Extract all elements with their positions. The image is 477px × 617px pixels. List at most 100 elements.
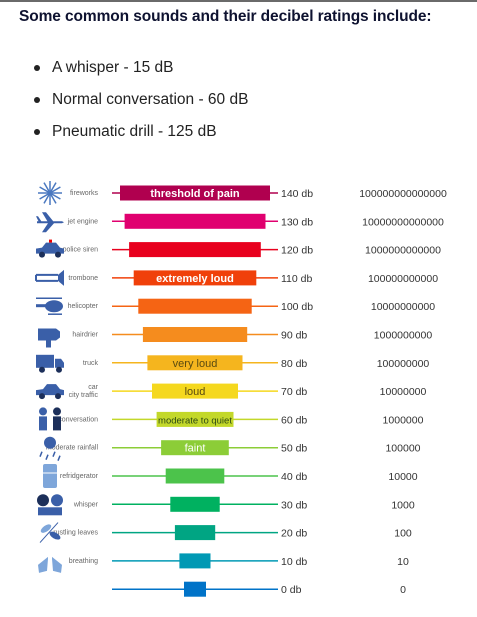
- category-label: moderate rainfall: [46, 445, 99, 452]
- intensity-value: 1000000000000: [365, 245, 441, 257]
- category-label: hairdrier: [72, 332, 98, 339]
- chart-row: refridgerator 40 db 10000: [60, 468, 418, 484]
- band-label: threshold of pain: [150, 188, 240, 200]
- db-label: 10 db: [281, 556, 307, 568]
- bar: [174, 525, 216, 541]
- bullet-list: A whisper - 15 dB Normal conversation - …: [34, 58, 248, 154]
- chart-row: truck very loud 80 db 100000000: [83, 355, 430, 371]
- chart-row: conversation moderate to quiet 60 db 100000…: [58, 411, 424, 427]
- band-label: extremely loud: [156, 273, 234, 285]
- intensity-value: 100000000: [377, 358, 430, 370]
- band-label: faint: [185, 443, 206, 455]
- list-item: Pneumatic drill - 125 dB: [34, 122, 248, 154]
- top-divider: [0, 0, 477, 2]
- db-label: 140 db: [281, 188, 313, 200]
- bullet-dot-icon: [34, 129, 40, 135]
- bar: [161, 440, 229, 456]
- trombone-icon: [35, 269, 64, 286]
- category-label: police siren: [63, 247, 99, 254]
- car-icon: [36, 384, 64, 400]
- band-label: very loud: [173, 358, 218, 370]
- chart-row: car city traffic loud 70 db 10000000: [69, 383, 427, 399]
- list-item: A whisper - 15 dB: [34, 58, 248, 90]
- decibel-chart: fireworks threshold of pain 140 db 10000000…: [35, 181, 447, 597]
- category-label: car city traffic: [69, 384, 99, 399]
- category-label: helicopter: [68, 303, 99, 310]
- chart-row: moderate rainfall faint 50 db 100000: [46, 440, 421, 456]
- intensity-value: 10000000000: [371, 301, 435, 313]
- chart-row: whisper 30 db 1000: [73, 496, 415, 512]
- category-label: trombone: [68, 275, 98, 282]
- chart-row: rustling leaves 20 db 100: [53, 525, 412, 541]
- chart-row: trombone extremely loud 110 db 100000000000: [68, 270, 438, 286]
- db-label: 0 db: [281, 584, 302, 596]
- db-label: 20 db: [281, 528, 307, 540]
- db-label: 90 db: [281, 330, 307, 342]
- intensity-value: 100000000000000: [359, 188, 447, 200]
- intensity-value: 1000000: [383, 414, 424, 426]
- intensity-value: 10: [397, 556, 409, 568]
- bar: [179, 553, 211, 569]
- chart-row: 0 db 0: [112, 581, 406, 597]
- db-label: 50 db: [281, 443, 307, 455]
- chart-row: helicopter 100 db 10000000000: [68, 298, 435, 314]
- db-label: 80 db: [281, 358, 307, 370]
- truck-icon: [36, 354, 64, 373]
- category-label: rustling leaves: [53, 530, 98, 537]
- db-label: 40 db: [281, 471, 307, 483]
- rainfall-icon: [39, 436, 61, 461]
- bar: [184, 581, 206, 597]
- intensity-value: 1000: [391, 499, 415, 511]
- page-heading: Some common sounds and their decibel rat…: [19, 8, 432, 25]
- fireworks-icon: [38, 181, 62, 205]
- db-label: 100 db: [281, 301, 313, 313]
- list-item: Normal conversation - 60 dB: [34, 90, 248, 122]
- bar: [133, 270, 257, 286]
- whisper-icon: [37, 494, 63, 516]
- db-label: 60 db: [281, 414, 307, 426]
- bar: [129, 242, 261, 258]
- bullet-dot-icon: [34, 65, 40, 71]
- chart-row: fireworks threshold of pain 140 db 10000000…: [70, 185, 447, 201]
- intensity-value: 100: [394, 528, 412, 540]
- category-label: fireworks: [70, 190, 99, 197]
- category-label: whisper: [73, 501, 99, 508]
- band-label: moderate to quiet: [158, 415, 232, 426]
- category-label: conversation: [58, 416, 98, 423]
- intensity-value: 100000000000: [368, 273, 438, 285]
- bar: [156, 411, 234, 427]
- chart-row: police siren 120 db 1000000000000: [63, 242, 441, 258]
- db-label: 110 db: [281, 273, 312, 285]
- db-label: 130 db: [281, 216, 313, 228]
- category-label: breathing: [69, 558, 98, 565]
- jet-icon: [36, 212, 64, 233]
- intensity-value: 10000000: [380, 386, 427, 398]
- leaves-icon: [39, 522, 61, 543]
- bar: [170, 496, 220, 512]
- db-label: 120 db: [281, 245, 313, 257]
- fridge-icon: [43, 464, 57, 488]
- intensity-value: 10000: [388, 471, 417, 483]
- chart-row: breathing 10 db 10: [69, 553, 409, 569]
- lungs-icon: [38, 550, 62, 573]
- bar: [138, 298, 252, 314]
- conversation-icon: [39, 407, 61, 431]
- category-label: jet engine: [67, 218, 98, 225]
- bar: [147, 355, 243, 371]
- intensity-value: 0: [400, 584, 406, 596]
- category-label: truck: [83, 360, 99, 367]
- bar: [142, 327, 248, 342]
- bar: [165, 468, 225, 484]
- intensity-value: 100000: [385, 443, 420, 455]
- intensity-value: 10000000000000: [362, 216, 444, 228]
- db-label: 30 db: [281, 499, 307, 511]
- bar: [152, 383, 238, 399]
- band-label: loud: [185, 386, 206, 398]
- bar: [124, 213, 266, 229]
- police-car-icon: [36, 239, 64, 258]
- chart-row: hairdrier 90 db 1000000000: [72, 327, 432, 342]
- db-label: 70 db: [281, 386, 307, 398]
- bullet-dot-icon: [34, 97, 40, 103]
- category-label: refridgerator: [60, 473, 99, 480]
- bar: [120, 185, 270, 201]
